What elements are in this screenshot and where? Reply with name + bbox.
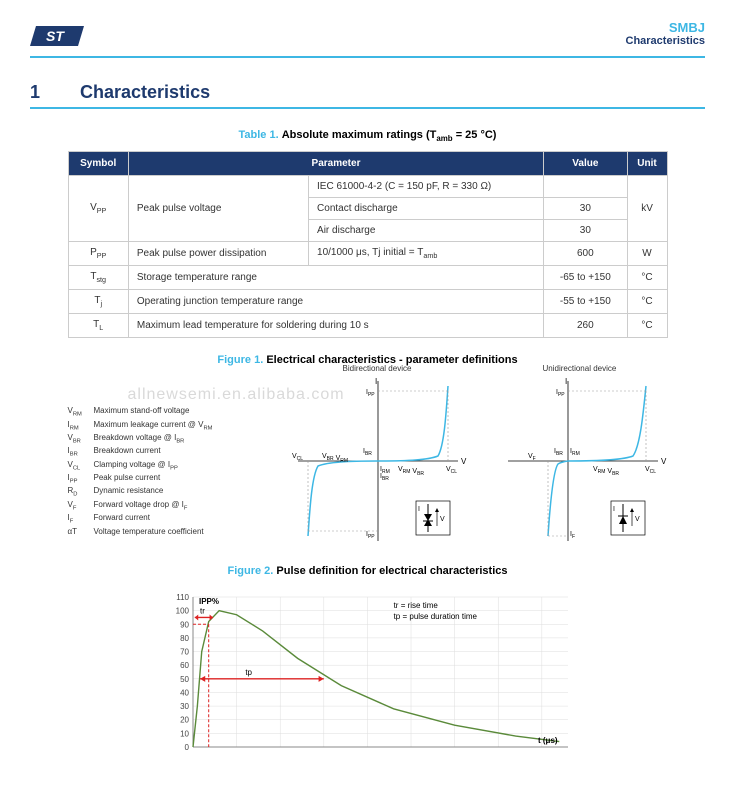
svg-text:IBR: IBR	[363, 448, 372, 457]
svg-text:110: 110	[176, 593, 189, 602]
table-row: TL Maximum lead temperature for solderin…	[68, 314, 667, 338]
table-row: VPP Peak pulse voltage IEC 61000-4-2 (C …	[68, 176, 667, 198]
st-logo: ST	[30, 20, 90, 52]
bidirectional-plot: Bidirectional device VI IPP IPP VCL VCL …	[288, 376, 468, 549]
def-row: VRMMaximum stand-off voltage	[68, 406, 213, 419]
svg-text:V: V	[661, 457, 667, 466]
page-header: ST SMBJ Characteristics	[30, 20, 705, 58]
table-header-row: Symbol Parameter Value Unit	[68, 152, 667, 176]
svg-text:I: I	[418, 506, 420, 513]
svg-text:tr: tr	[199, 607, 204, 616]
svg-text:VCL: VCL	[446, 466, 457, 475]
svg-text:I: I	[613, 506, 615, 513]
svg-text:I: I	[375, 377, 377, 386]
table-row: Tstg Storage temperature range -65 to +1…	[68, 266, 667, 290]
section-title: Characteristics	[80, 82, 210, 103]
def-row: VCLClamping voltage @ IPP	[68, 460, 213, 473]
svg-text:IPP: IPP	[366, 389, 375, 398]
svg-text:V: V	[635, 516, 640, 523]
svg-text:I: I	[565, 377, 567, 386]
svg-text:IF: IF	[570, 531, 575, 540]
table1-caption: Table 1. Absolute maximum ratings (Tamb …	[30, 129, 705, 143]
svg-text:40: 40	[180, 689, 189, 698]
svg-text:IBR: IBR	[554, 448, 563, 457]
col-unit: Unit	[627, 152, 667, 176]
svg-text:70: 70	[180, 648, 189, 657]
col-symbol: Symbol	[68, 152, 128, 176]
figure2-caption: Figure 2. Pulse definition for electrica…	[30, 565, 705, 577]
svg-text:0: 0	[184, 743, 189, 752]
table-row: Tj Operating junction temperature range …	[68, 290, 667, 314]
svg-text:t (μs): t (μs)	[538, 736, 558, 745]
svg-text:V: V	[461, 457, 467, 466]
svg-text:tp = pulse duration time: tp = pulse duration time	[393, 612, 477, 621]
def-row: IPPPeak pulse current	[68, 473, 213, 486]
svg-text:VRM VBR: VRM VBR	[398, 466, 424, 477]
svg-text:IPP%: IPP%	[199, 597, 219, 606]
svg-text:10: 10	[180, 730, 189, 739]
table-row: PPP Peak pulse power dissipation 10/1000…	[68, 242, 667, 266]
svg-text:30: 30	[180, 702, 189, 711]
parameter-definitions: VRMMaximum stand-off voltageIRMMaximum l…	[68, 406, 213, 540]
figure1: allnewsemi.en.alibaba.com VRMMaximum sta…	[68, 376, 668, 549]
def-row: αTVoltage temperature coefficient	[68, 527, 213, 540]
section-number: 1	[30, 82, 40, 103]
def-row: IFForward current	[68, 513, 213, 526]
def-row: VFForward voltage drop @ IF	[68, 500, 213, 513]
svg-text:80: 80	[180, 634, 189, 643]
header-section: Characteristics	[626, 35, 706, 47]
col-value: Value	[544, 152, 627, 176]
def-row: IBRBreakdown current	[68, 446, 213, 459]
svg-text:V: V	[440, 516, 445, 523]
section-heading: 1 Characteristics	[30, 82, 705, 109]
svg-text:20: 20	[180, 716, 189, 725]
svg-text:50: 50	[180, 675, 189, 684]
svg-text:VRM VBR: VRM VBR	[593, 466, 619, 477]
svg-text:tr = rise time: tr = rise time	[393, 601, 438, 610]
header-product: SMBJ	[626, 20, 706, 35]
col-parameter: Parameter	[128, 152, 543, 176]
svg-text:90: 90	[180, 620, 189, 629]
svg-text:IPP: IPP	[556, 389, 565, 398]
svg-text:IPP: IPP	[366, 531, 375, 540]
def-row: IRMMaximum leakage current @ VRM	[68, 420, 213, 433]
figure2: 0 10 20 30 40 50 60 70 80 90 100 110 tr tp IPP% t (μs) t…	[158, 587, 578, 769]
svg-text:IRM: IRM	[570, 448, 580, 457]
svg-text:VCL: VCL	[292, 453, 303, 462]
svg-text:100: 100	[175, 607, 189, 616]
unidirectional-plot: Unidirectional device VI IPP VCL VRM VBR…	[498, 376, 668, 549]
svg-text:tp: tp	[245, 668, 252, 677]
pulse-chart: 0 10 20 30 40 50 60 70 80 90 100 110 tr tp IPP% t (μs) t…	[158, 587, 578, 767]
def-row: RDDynamic resistance	[68, 486, 213, 499]
svg-text:ST: ST	[46, 28, 65, 44]
svg-text:60: 60	[180, 661, 189, 670]
ratings-table: Symbol Parameter Value Unit VPP Peak pul…	[68, 151, 668, 338]
def-row: VBRBreakdown voltage @ IBR	[68, 433, 213, 446]
svg-text:VCL: VCL	[645, 466, 656, 475]
